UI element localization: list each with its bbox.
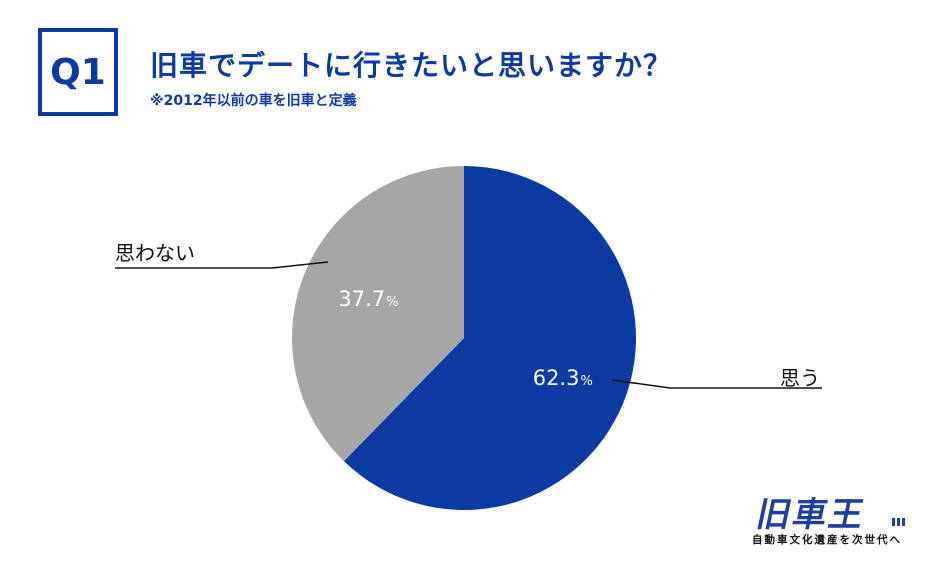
brand-logo: 旧車王 自動車文化遺産を次世代へ bbox=[752, 492, 922, 552]
brand-tagline: 自動車文化遺産を次世代へ bbox=[752, 534, 902, 546]
question-badge: Q1 bbox=[38, 28, 118, 116]
pie-slice-1-leader-line bbox=[611, 379, 822, 389]
page-title: 旧車でデートに行きたいと思いますか？ bbox=[150, 49, 673, 82]
pie-slice-2-percent-label: 37.7% bbox=[338, 287, 398, 311]
pie-slice-1-percent-label: 62.3% bbox=[533, 366, 593, 390]
pie-slice-2 bbox=[292, 166, 464, 462]
brand-logo-mark: 旧車王 bbox=[753, 495, 905, 535]
pie-slice-2-leader-line bbox=[115, 261, 329, 269]
brand-logo-wordmark: 旧車王 bbox=[753, 495, 869, 532]
question-badge-text: Q1 bbox=[50, 51, 106, 93]
pie-slice-1 bbox=[343, 166, 637, 511]
pie-slice-2-category-label: 思わない bbox=[115, 241, 195, 265]
definition-note: ※2012年以前の車を旧車と定義 bbox=[150, 93, 357, 109]
pie-slice-1-category-label: 思う bbox=[780, 366, 820, 390]
